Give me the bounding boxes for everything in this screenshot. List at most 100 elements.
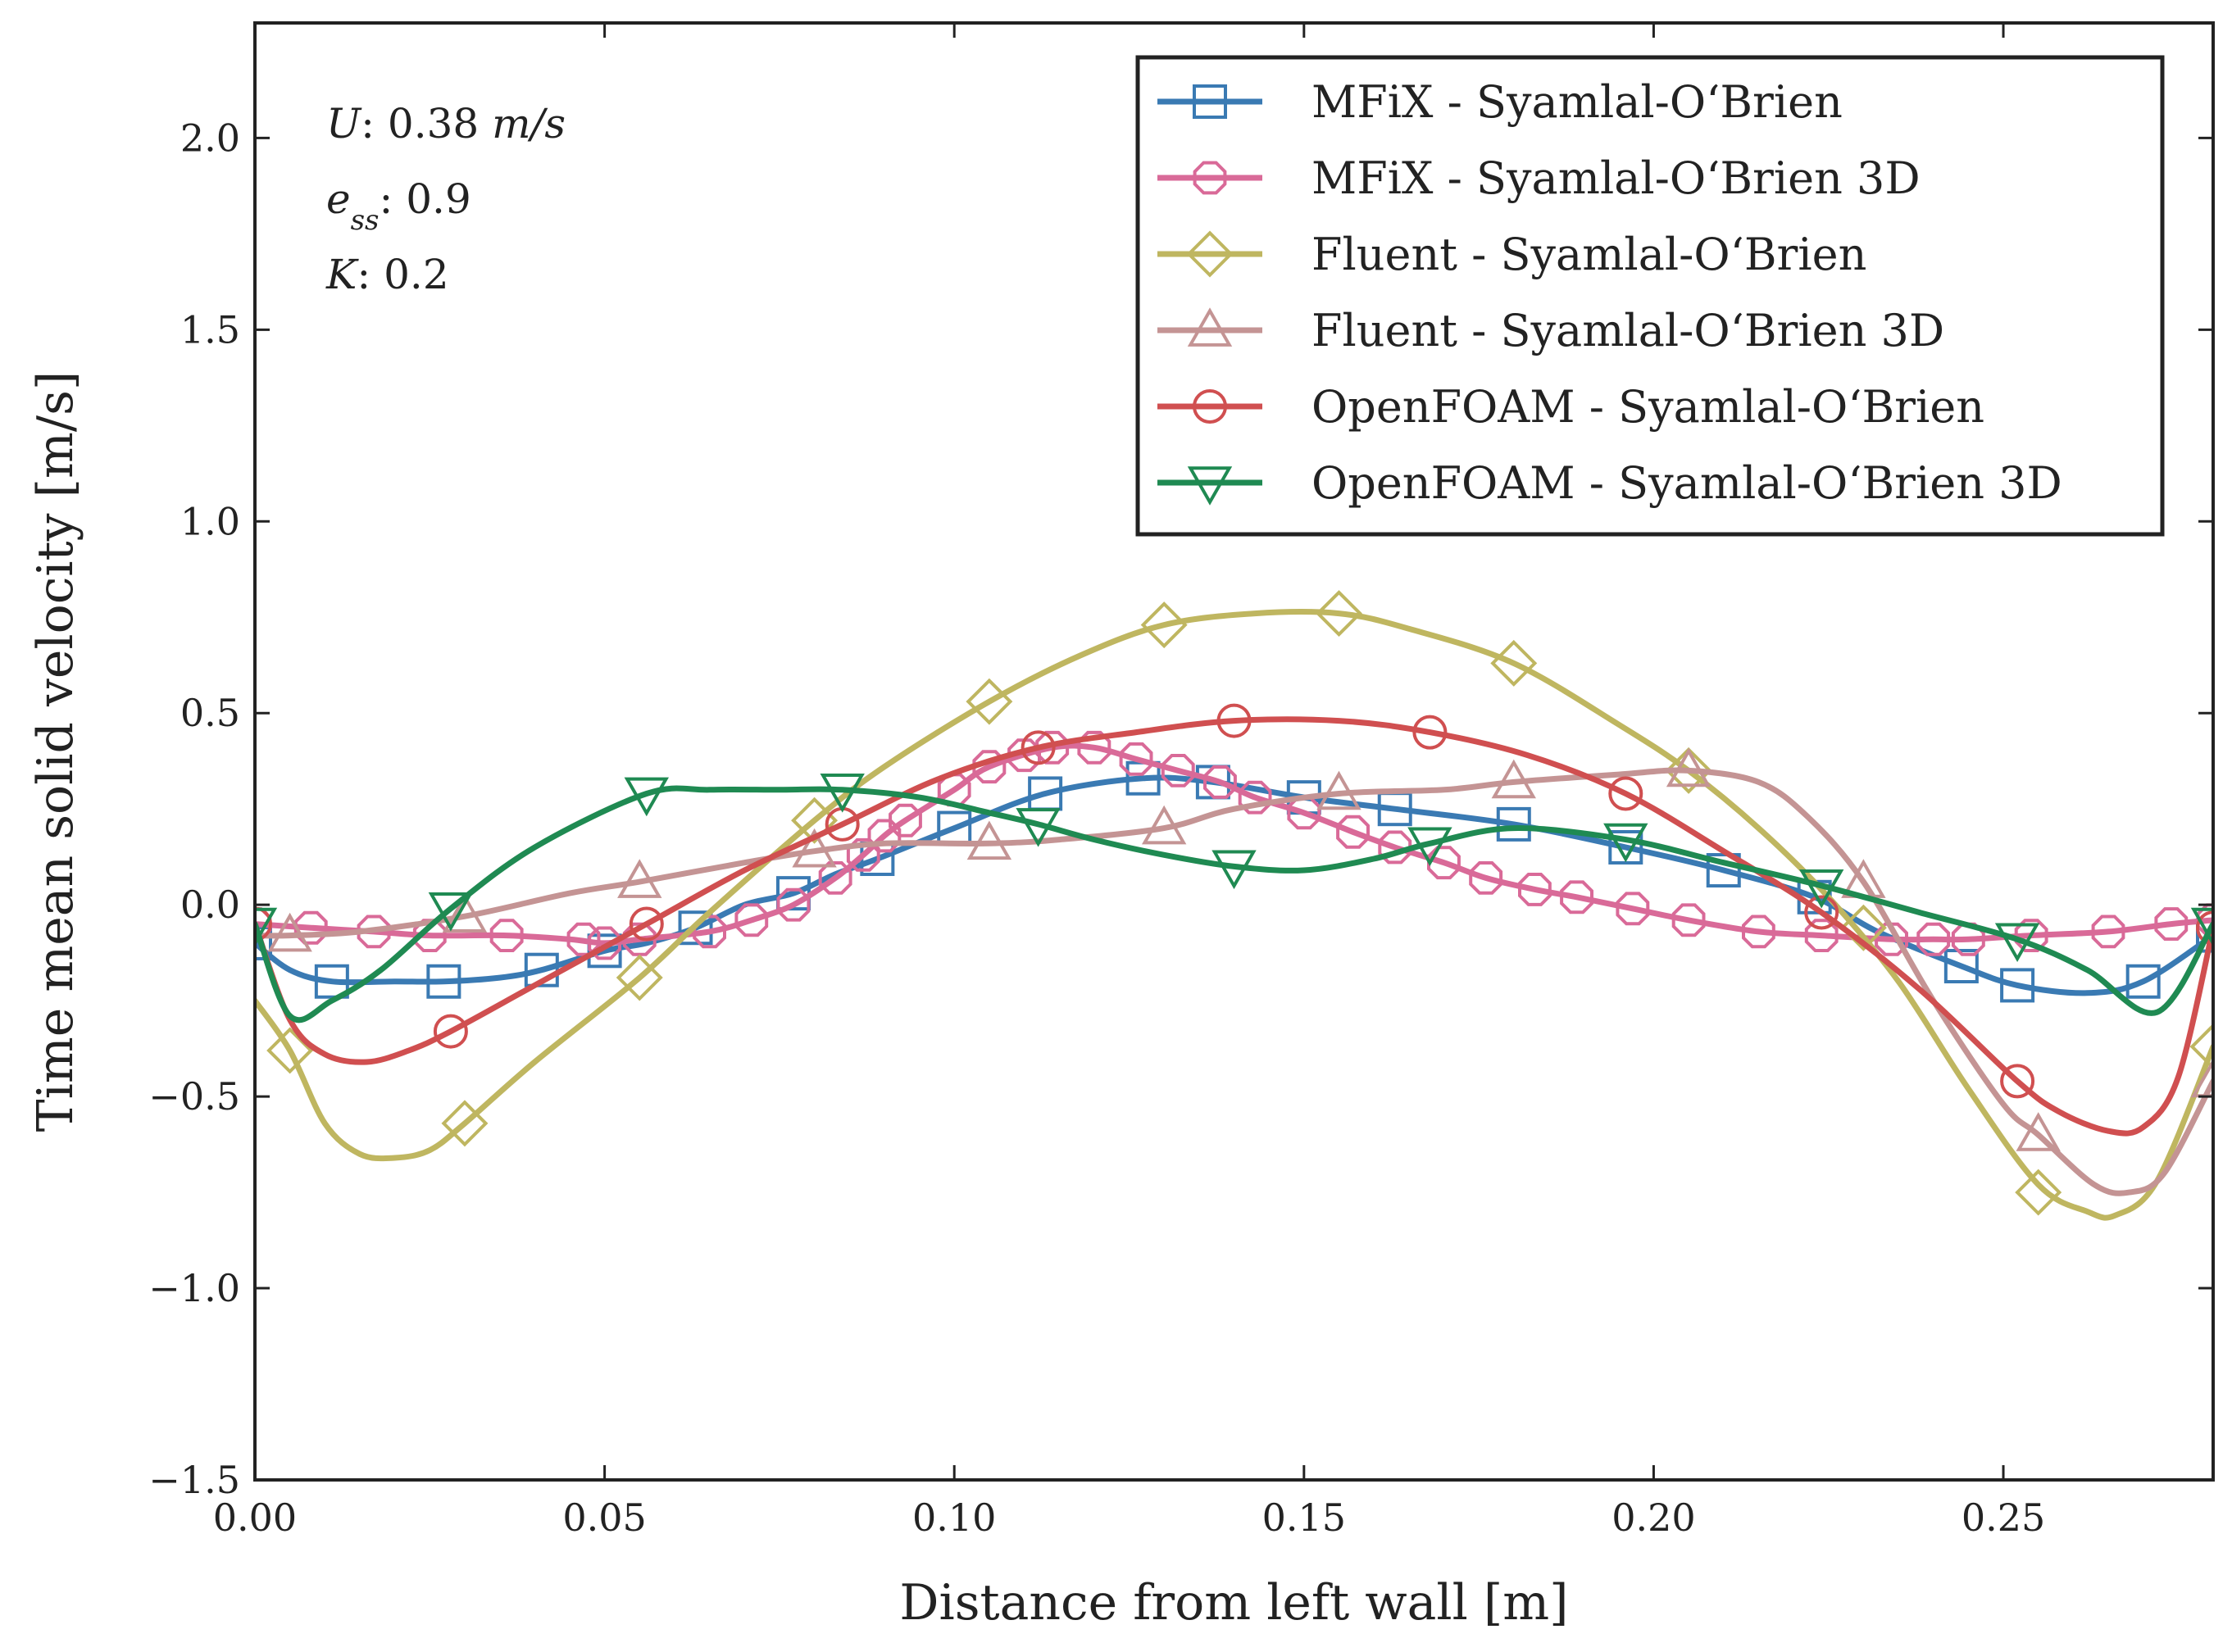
data-point: [1035, 730, 1070, 765]
data-point: [1491, 759, 1536, 799]
annotation-space: [479, 100, 492, 148]
data-point: [441, 1100, 489, 1147]
data-point: [588, 926, 621, 960]
legend-box: [1135, 55, 2165, 537]
legend-entry-3: Fluent - Syamlal-O‘Brien: [1157, 229, 1866, 280]
data-point: [2000, 1064, 2035, 1099]
data-point: [818, 861, 852, 895]
data-point: [489, 919, 524, 952]
data-point: [2014, 919, 2048, 952]
data-point: [1603, 823, 1648, 863]
legend-marker: [1193, 84, 1227, 119]
data-point: [1616, 892, 1650, 926]
data-point: [617, 859, 662, 898]
data-point: [442, 893, 488, 933]
data-point: [1706, 853, 1741, 888]
data-point: [791, 796, 839, 844]
annotation-value: 0.2: [384, 251, 449, 298]
annotation-symbol: K: [325, 251, 359, 298]
x-tick-label: 0.05: [562, 1495, 646, 1540]
annotation-colon: :: [380, 175, 407, 223]
data-point: [267, 912, 312, 952]
data-point: [1211, 850, 1257, 890]
data-point: [357, 914, 391, 949]
annotation-value: 0.9: [406, 175, 471, 223]
annotation-e: ess: 0.9: [326, 175, 471, 237]
x-tick-label: 0.25: [1962, 1495, 2045, 1540]
data-point: [255, 925, 272, 960]
data-point: [1316, 590, 1362, 638]
annotation-colon: :: [361, 100, 388, 148]
data-point: [2190, 1058, 2213, 1098]
legend-marker: [1186, 230, 1234, 278]
data-point: [2154, 907, 2189, 941]
data-point: [255, 906, 272, 942]
data-point: [1378, 830, 1412, 865]
data-point: [1216, 703, 1252, 738]
series-4: [255, 747, 2213, 1196]
data-point: [2016, 1112, 2061, 1151]
y-tick-label: −1.5: [148, 1458, 240, 1502]
legend-label: OpenFOAM - Syamlal-O‘Brien 3D: [1311, 457, 2062, 509]
data-point: [966, 678, 1013, 725]
data-point: [2189, 1023, 2213, 1070]
x-tick-label: 0.20: [1611, 1495, 1695, 1540]
data-point: [1412, 715, 1448, 750]
plot-frame: [253, 21, 2215, 1482]
data-point: [1666, 747, 1712, 787]
data-point: [1916, 922, 1951, 956]
data-point: [1665, 747, 1712, 794]
data-point: [678, 910, 713, 946]
data-point: [966, 820, 1012, 860]
annotation-colon: :: [357, 251, 384, 298]
legend-entry-5: OpenFOAM - Syamlal-O‘Brien: [1157, 381, 1984, 433]
data-point: [426, 964, 461, 999]
annotation-block: U: 0.38 m/s ess: 0.9 K: 0.2: [325, 100, 566, 298]
legend-label: MFiX - Syamlal-O‘Brien 3D: [1311, 152, 1921, 204]
series-line: [255, 785, 2213, 1023]
data-point: [624, 777, 669, 817]
data-point: [889, 803, 922, 837]
data-point: [1496, 806, 1531, 842]
annotation-unit: m/s: [492, 100, 566, 148]
x-tick-label: 0.15: [1262, 1495, 1346, 1540]
data-point: [1560, 880, 1593, 914]
legend-label: Fluent - Syamlal-O‘Brien: [1311, 229, 1866, 280]
y-tick-label: −0.5: [148, 1074, 240, 1119]
data-point: [820, 773, 865, 813]
data-point: [1804, 895, 1839, 930]
data-point: [734, 903, 769, 937]
y-tick-label: 2.0: [180, 116, 240, 160]
data-point: [1608, 776, 1643, 811]
legend-entry-4: Fluent - Syamlal-O‘Brien 3D: [1157, 305, 1944, 356]
legend-marker: [1187, 466, 1233, 506]
data-point: [1119, 742, 1153, 776]
annotation-symbol: U: [326, 100, 362, 148]
data-point: [1238, 780, 1272, 815]
annotation-value: 0.38: [388, 100, 479, 148]
y-tick-label: 0.0: [180, 883, 240, 927]
data-point: [1316, 770, 1361, 810]
data-point: [1016, 808, 1061, 847]
data-point: [412, 919, 447, 952]
data-point: [1336, 815, 1370, 849]
data-point: [2196, 918, 2213, 953]
legend: MFiX - Syamlal-O‘Brien MFiX - Syamlal-O‘B…: [1135, 55, 2165, 537]
y-tick-label: −1.0: [148, 1266, 240, 1310]
annotation-subscript: ss: [351, 204, 380, 237]
data-point: [1875, 922, 1908, 956]
data-point: [1671, 903, 1706, 937]
data-point: [255, 907, 278, 947]
y-tick-label: 1.5: [180, 307, 240, 352]
y-tick-label: 0.5: [180, 691, 240, 735]
data-point: [1839, 904, 1887, 951]
data-point: [2015, 1169, 2062, 1216]
data-point: [1407, 827, 1452, 867]
data-point: [867, 819, 902, 853]
legend-label: Fluent - Syamlal-O‘Brien 3D: [1311, 305, 1944, 356]
data-point: [433, 1014, 468, 1049]
legend-entry-2: MFiX - Syamlal-O‘Brien 3D: [1157, 152, 1921, 204]
series-line: [255, 608, 2213, 1221]
x-axis-title: Distance from left wall [m]: [899, 1574, 1568, 1632]
